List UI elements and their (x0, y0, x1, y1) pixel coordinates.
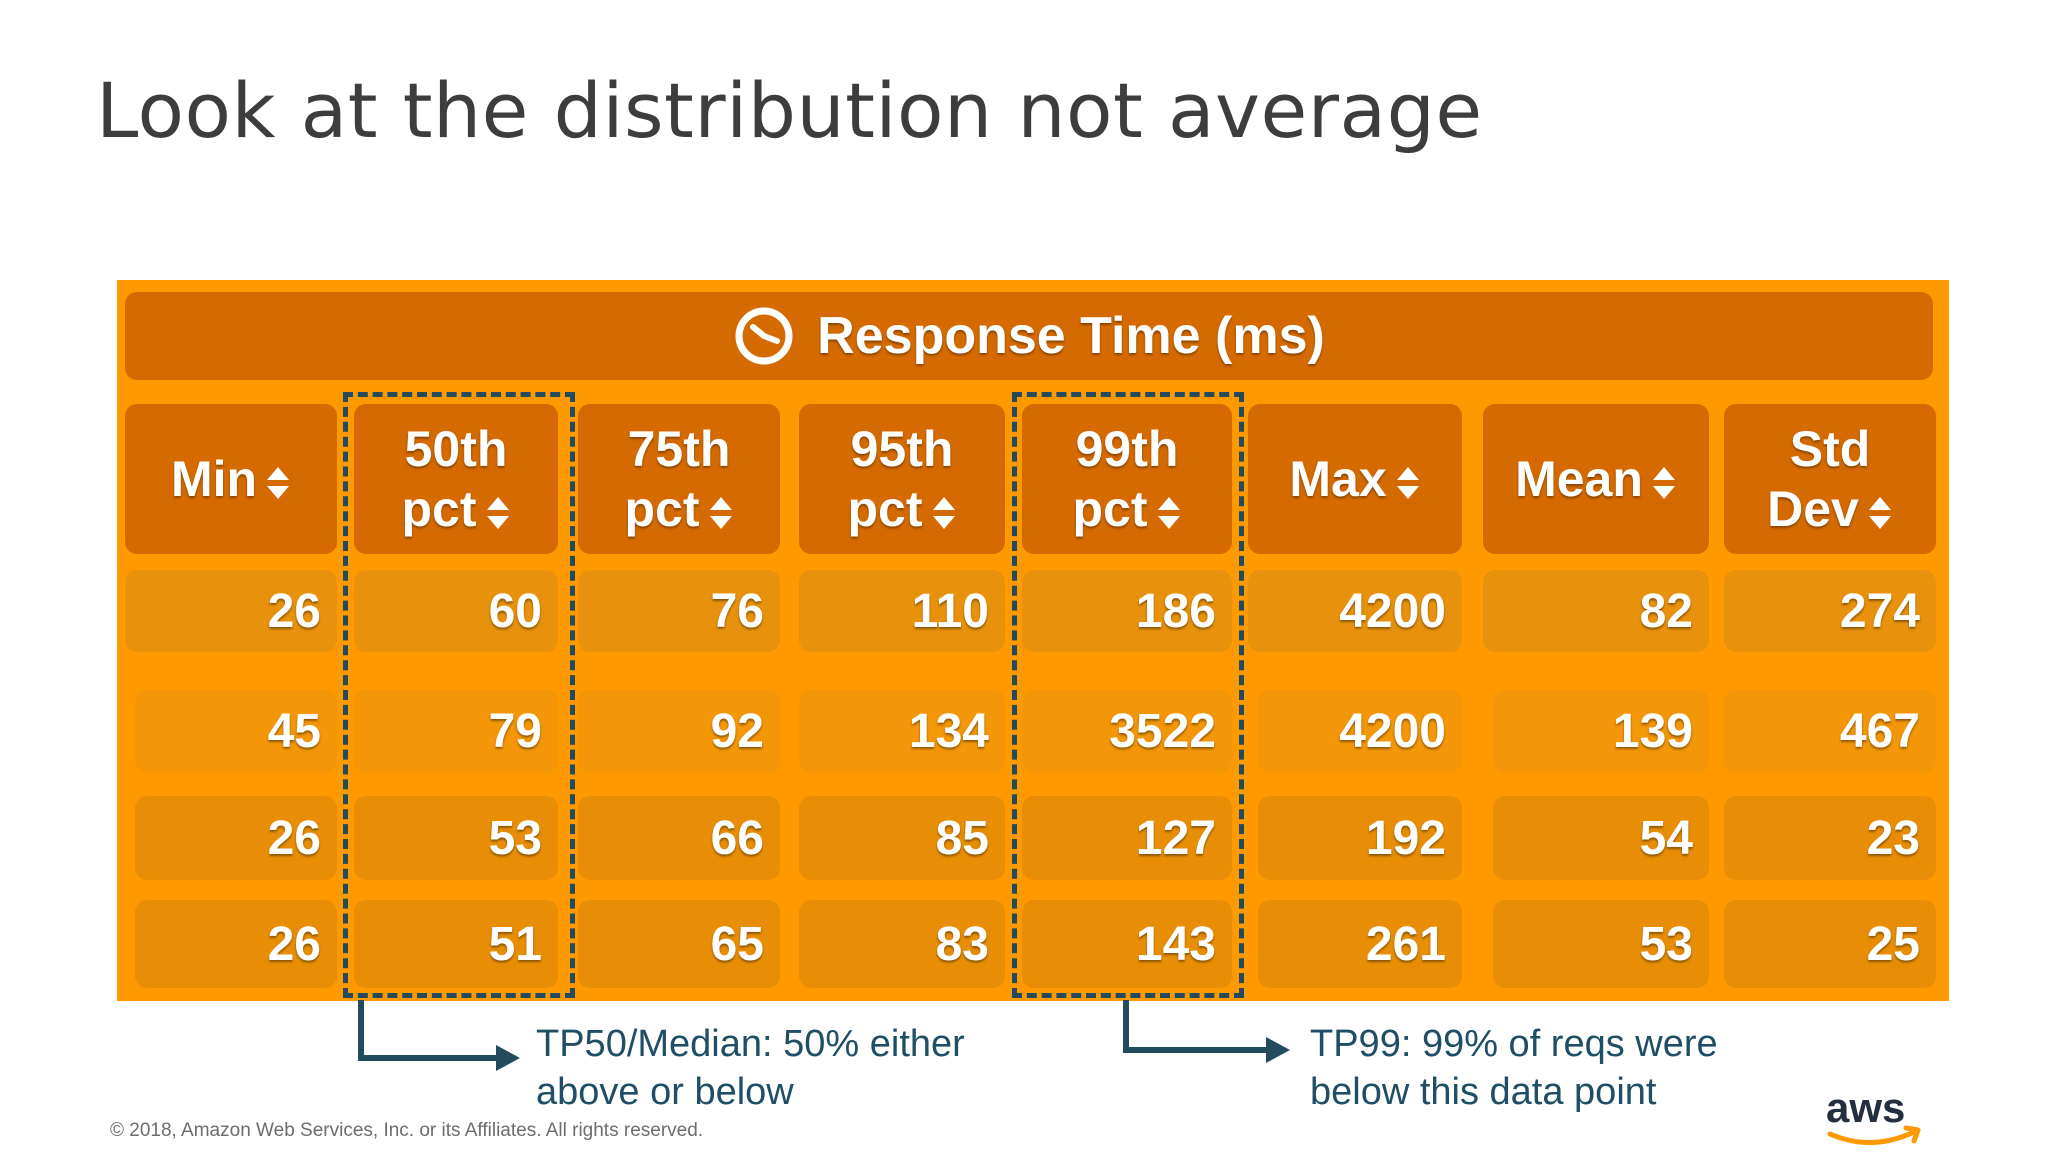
column-label: 75th (627, 421, 731, 477)
column-label: 99th (1075, 421, 1179, 477)
table-cell: 54 (1493, 796, 1709, 880)
table-cell: 127 (1022, 796, 1232, 880)
annotation-line: TP99: 99% of reqs were (1310, 1023, 1718, 1065)
table-cell: 134 (799, 690, 1005, 772)
table-header: Response Time (ms) (125, 292, 1933, 380)
sort-icon (267, 466, 290, 499)
aws-logo-text: aws (1826, 1084, 1905, 1131)
column-label: Std (1789, 421, 1871, 477)
table-cell: 60 (354, 570, 558, 652)
table-cell: 139 (1493, 690, 1709, 772)
table-cell: 26 (135, 900, 337, 988)
column-label: pct (624, 481, 700, 537)
sort-icon (932, 496, 955, 529)
tp99-annotation: TP99: 99% of reqs were below this data p… (1310, 1020, 1718, 1116)
column-header-50th-pct[interactable]: 50th pct (354, 404, 558, 554)
table-cell: 79 (354, 690, 558, 772)
table-cell: 25 (1724, 900, 1936, 988)
table-cell: 143 (1022, 900, 1232, 988)
table-cell: 66 (578, 796, 780, 880)
column-header-75th-pct[interactable]: 75th pct (578, 404, 780, 554)
sort-icon (1868, 496, 1891, 529)
response-time-table: Response Time (ms) Min 50th pct 75th pct 9… (117, 280, 1949, 1001)
column-header-99th-pct[interactable]: 99th pct (1022, 404, 1232, 554)
column-label: 95th (850, 421, 954, 477)
column-header-95th-pct[interactable]: 95th pct (799, 404, 1005, 554)
column-header-max[interactable]: Max (1248, 404, 1462, 554)
column-label: Min (170, 451, 258, 507)
annotation-line: below this data point (1310, 1071, 1657, 1113)
table-cell: 110 (799, 570, 1005, 652)
table-cell: 45 (135, 690, 337, 772)
table-title: Response Time (ms) (817, 307, 1325, 365)
sort-icon (1157, 496, 1180, 529)
table-cell: 65 (578, 900, 780, 988)
sort-icon (1652, 466, 1675, 499)
copyright-notice: © 2018, Amazon Web Services, Inc. or its… (110, 1120, 704, 1141)
table-cell: 92 (578, 690, 780, 772)
table-cell: 261 (1258, 900, 1462, 988)
tp50-arrow (358, 1000, 520, 1071)
table-cell: 82 (1483, 570, 1709, 652)
column-header-mean[interactable]: Mean (1483, 404, 1709, 554)
column-label: 50th (404, 421, 508, 477)
table-cell: 53 (354, 796, 558, 880)
table-cell: 85 (799, 796, 1005, 880)
tp99-arrow (1123, 1000, 1290, 1063)
table-cell: 4200 (1258, 690, 1462, 772)
sort-icon (1396, 466, 1419, 499)
table-cell: 274 (1724, 570, 1936, 652)
column-label: Mean (1515, 451, 1643, 507)
clock-icon (735, 307, 793, 365)
column-label: Max (1289, 451, 1387, 507)
sort-icon (486, 496, 509, 529)
column-label: pct (847, 481, 923, 537)
column-label: pct (1072, 481, 1148, 537)
table-cell: 192 (1258, 796, 1462, 880)
aws-logo: aws (1826, 1084, 1921, 1145)
table-cell: 26 (125, 570, 337, 652)
sort-icon (709, 496, 732, 529)
column-header-min[interactable]: Min (125, 404, 337, 554)
column-label: pct (401, 481, 477, 537)
column-label: Dev (1767, 481, 1859, 537)
annotation-line: TP50/Median: 50% either (536, 1023, 965, 1065)
table-cell: 23 (1724, 796, 1936, 880)
column-header-std-dev[interactable]: Std Dev (1724, 404, 1936, 554)
table-cell: 186 (1022, 570, 1232, 652)
table-cell: 467 (1724, 690, 1936, 772)
table-cell: 26 (135, 796, 337, 880)
slide-title: Look at the distribution not average (96, 66, 1483, 155)
table-cell: 51 (354, 900, 558, 988)
table-cell: 53 (1493, 900, 1709, 988)
tp50-annotation: TP50/Median: 50% either above or below (536, 1020, 965, 1116)
table-cell: 76 (578, 570, 780, 652)
annotation-line: above or below (536, 1071, 794, 1113)
table-cell: 4200 (1248, 570, 1462, 652)
table-cell: 3522 (1022, 690, 1232, 772)
table-cell: 83 (799, 900, 1005, 988)
